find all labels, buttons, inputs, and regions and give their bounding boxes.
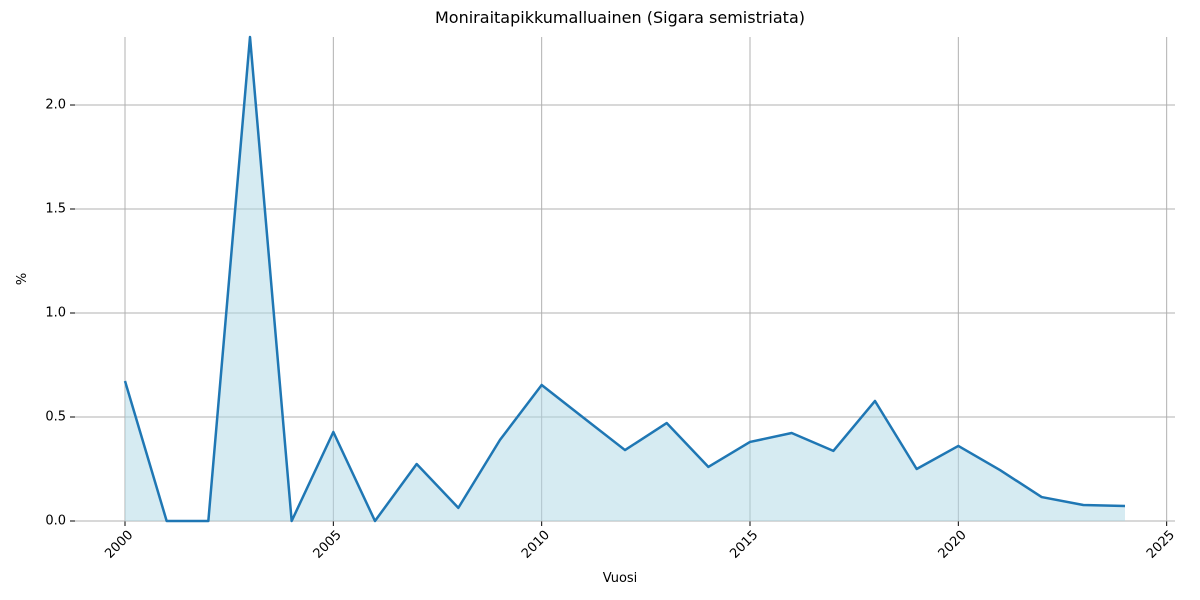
y-tick-label: 2.0: [45, 98, 66, 113]
x-tick-label: 2000: [102, 528, 136, 562]
y-tick-label: 1.5: [45, 202, 66, 217]
x-tick-label: 2025: [1144, 528, 1178, 562]
area: [125, 37, 1125, 521]
line: [123, 35, 1126, 523]
chart-title: Moniraitapikkumalluainen (Sigara semistr…: [435, 8, 805, 27]
x-tick-label: 2005: [311, 528, 345, 562]
y-tick-label: 0.0: [45, 514, 66, 529]
x-axis-label: Vuosi: [603, 571, 638, 586]
x-tick-label: 2020: [936, 528, 970, 562]
x-tick-label: 2010: [519, 528, 553, 562]
y-tick-label: 0.5: [45, 410, 66, 425]
y-tick-label: 1.0: [45, 306, 66, 321]
y-axis-label: %: [15, 273, 30, 285]
x-tick-label: 2015: [727, 528, 761, 562]
